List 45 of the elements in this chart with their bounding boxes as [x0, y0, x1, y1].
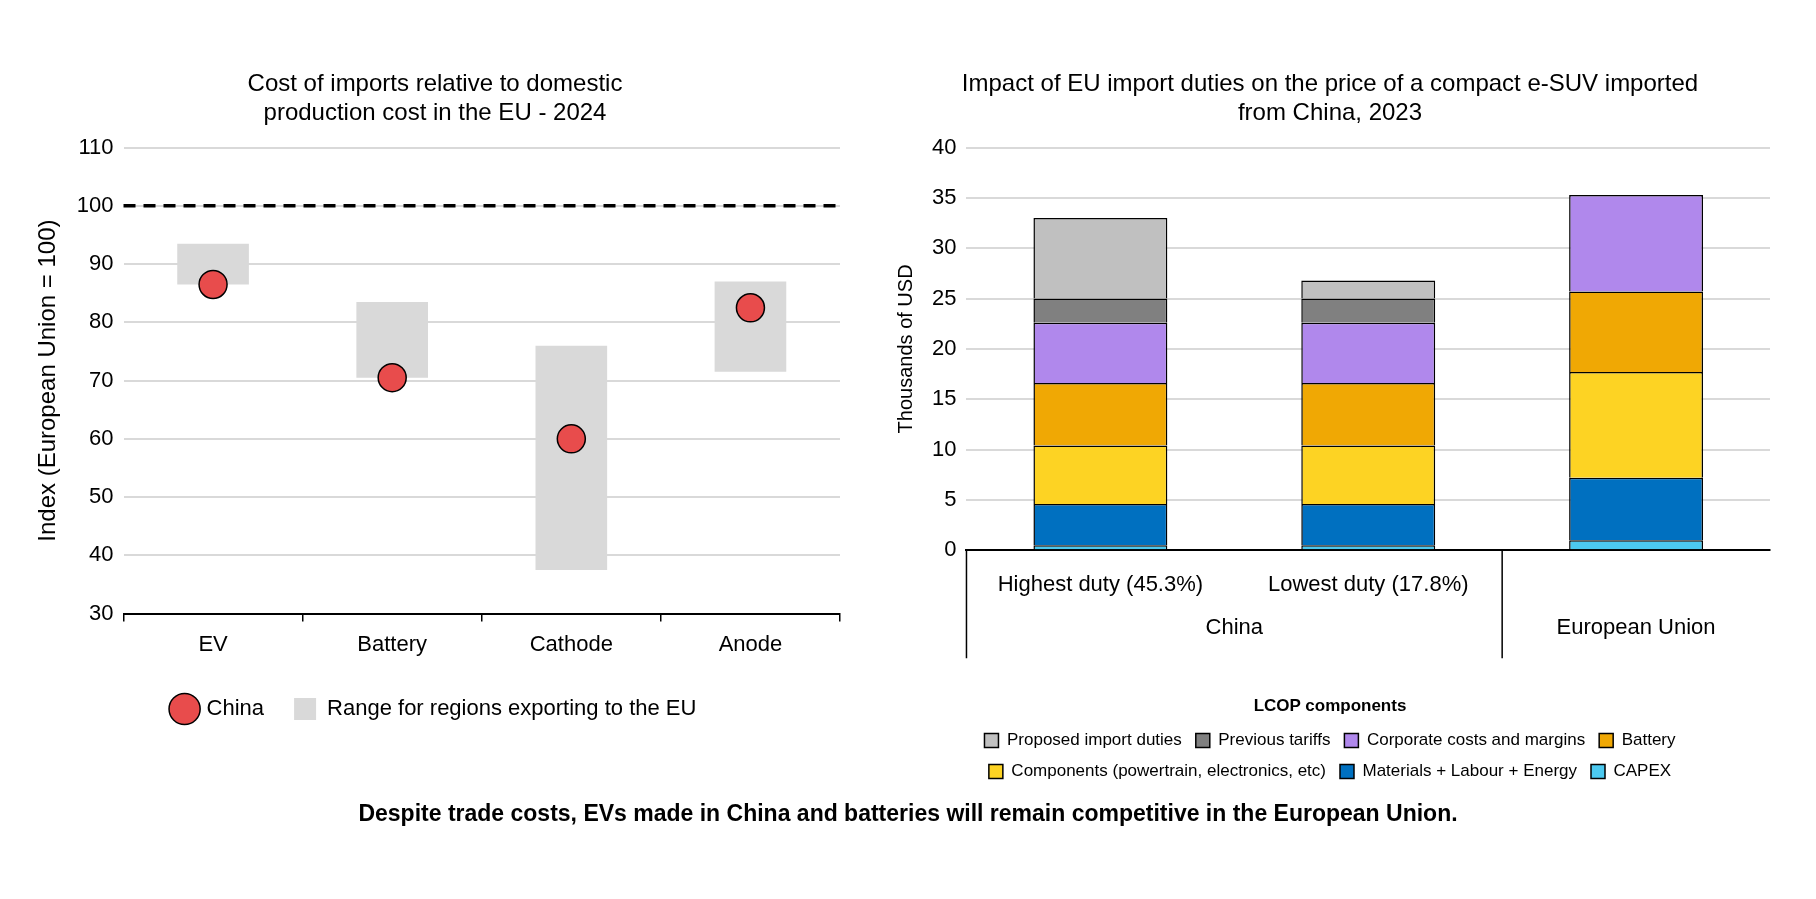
y-tick-label: 5 — [944, 485, 957, 511]
legend-label: China — [206, 695, 265, 721]
y-tick-label: 100 — [76, 191, 114, 217]
y-tick-label: 0 — [944, 536, 957, 562]
text: European Union — [1556, 614, 1716, 640]
x-tick-label: Lowest duty (17.8%) — [1267, 571, 1469, 597]
x-tick-label: Highest duty (45.3%) — [997, 571, 1204, 597]
y-tick-label: 40 — [931, 133, 957, 159]
y-tick-label: 50 — [89, 483, 114, 509]
legend-title: LCOP components — [1253, 695, 1407, 715]
x-tick-label: Anode — [718, 630, 783, 656]
point — [198, 269, 228, 300]
legend-label: Range for regions exporting to the EU — [327, 695, 697, 721]
legend-label: Corporate costs and margins — [1366, 730, 1586, 750]
y-tick-label: 40 — [89, 541, 114, 567]
y-tick-label: 80 — [89, 308, 114, 334]
x-tick-label: EV — [198, 630, 229, 656]
y-tick-label: 30 — [931, 234, 957, 260]
legend-label: Components (powertrain, electronics, etc) — [1011, 761, 1326, 781]
y-tick-label: 30 — [89, 599, 114, 625]
y-tick-label: 15 — [931, 385, 957, 411]
y-tick-label: 60 — [89, 424, 114, 450]
y-axis-title: Index (European Union = 100) — [33, 219, 61, 542]
y-tick-label: 90 — [89, 250, 114, 276]
legend-label: Battery — [1621, 730, 1677, 750]
chart-title: Cost of imports relative to domestic production cost in the EU - 2024 — [247, 69, 623, 125]
y-tick-label: 10 — [931, 435, 957, 461]
y-axis-title: Thousands of USD — [893, 264, 916, 434]
x-tick-label: Cathode — [529, 630, 613, 656]
legend-label: Previous tariffs — [1218, 730, 1331, 750]
point — [377, 362, 407, 393]
text: Despite trade costs, EVs made in China and batteries will remain competitive in the European Union. — [357, 800, 1459, 827]
legend-label: Materials + Labour + Energy — [1362, 761, 1578, 781]
legend-label: CAPEX — [1613, 761, 1672, 781]
y-tick-label: 20 — [931, 334, 957, 360]
y-tick-label: 110 — [78, 133, 114, 159]
y-tick-label: 25 — [931, 284, 957, 310]
chart-title: Impact of EU import duties on the price of a compact e-SUV imported from China, 2023 — [961, 69, 1699, 125]
y-tick-label: 35 — [931, 183, 957, 209]
point — [735, 293, 766, 323]
text: China — [1205, 614, 1264, 640]
x-tick-label: Battery — [357, 630, 428, 656]
y-tick-label: 70 — [89, 366, 114, 392]
legend-label: Proposed import duties — [1006, 730, 1182, 750]
point — [556, 424, 587, 454]
